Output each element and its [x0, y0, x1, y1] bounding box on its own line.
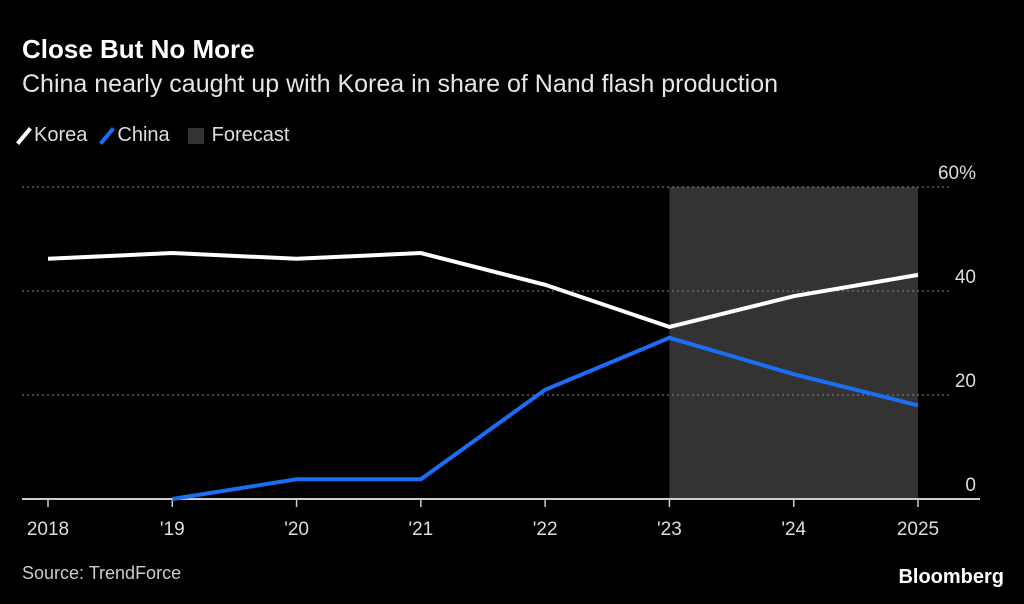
legend-china: China — [99, 124, 170, 147]
chart-subtitle: China nearly caught up with Korea in sha… — [22, 70, 779, 98]
series-line-korea — [47, 251, 919, 329]
legend-forecast: Forecast — [187, 124, 290, 147]
legend-korea: Korea — [16, 124, 88, 147]
x-tick-label: 2018 — [27, 519, 69, 540]
x-tick-label: '22 — [533, 519, 558, 540]
source-note: Source: TrendForce — [22, 563, 182, 583]
y-tick-label: 0 — [965, 475, 976, 496]
y-tick-label: 60% — [938, 163, 976, 184]
x-tick-label: '19 — [160, 519, 185, 540]
y-tick-label: 40 — [955, 267, 976, 288]
legend-korea-label: Korea — [34, 124, 88, 146]
forecast-region — [669, 187, 918, 499]
x-tick-label: '21 — [408, 519, 433, 540]
y-tick-label: 20 — [955, 371, 976, 392]
x-tick-label: '24 — [781, 519, 806, 540]
legend-forecast-label: Forecast — [211, 124, 290, 146]
legend-china-label: China — [117, 124, 170, 146]
legend: Korea China Forecast — [16, 124, 290, 147]
x-tick-label: '23 — [657, 519, 682, 540]
x-tick-label: 2025 — [897, 519, 939, 540]
chart-title: Close But No More — [22, 34, 255, 64]
forecast-swatch — [187, 127, 204, 144]
bloomberg-logo: Bloomberg — [898, 566, 1004, 588]
series-line-china — [171, 335, 919, 501]
x-tick-label: '20 — [284, 519, 309, 540]
